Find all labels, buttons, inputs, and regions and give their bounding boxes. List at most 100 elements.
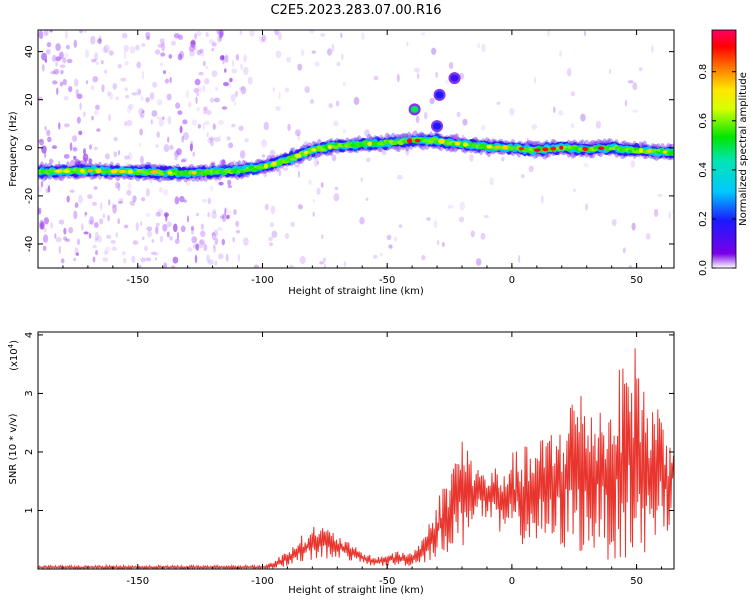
heatmap-speckle <box>221 55 225 60</box>
heatmap-speckle <box>118 197 124 203</box>
heatmap-speckle <box>163 262 167 268</box>
heatmap-speckle <box>131 92 138 96</box>
heatmap-speckle <box>447 205 454 209</box>
heatmap-speckle <box>380 252 383 257</box>
heatmap-speckle <box>421 254 426 261</box>
heatmap-speckle <box>58 245 61 254</box>
heatmap-speckle <box>200 230 206 238</box>
y-tick-label: 3 <box>24 390 35 396</box>
heatmap-speckle <box>165 213 168 222</box>
heatmap-speckle <box>275 50 282 58</box>
heatmap-speckle <box>181 159 186 163</box>
heatmap-speckle <box>44 227 47 233</box>
heatmap-speckle <box>100 60 104 65</box>
snr-series-line <box>38 348 674 569</box>
heatmap-speckle <box>54 233 57 239</box>
heatmap-peak <box>150 170 159 175</box>
heatmap-speckle <box>53 68 60 75</box>
heatmap-speckle <box>196 49 202 56</box>
heatmap-speckle <box>156 116 162 120</box>
heatmap-speckle <box>122 257 127 264</box>
heatmap-speckle <box>175 102 181 109</box>
heatmap-speckle <box>63 236 68 241</box>
heatmap-speckle <box>314 61 320 67</box>
heatmap-speckle <box>638 67 643 72</box>
heatmap-peak <box>80 169 85 173</box>
heatmap-speckle <box>234 90 238 98</box>
heatmap-speckle <box>159 38 165 45</box>
heatmap-speckle <box>190 39 196 48</box>
heatmap-speckle <box>127 182 132 190</box>
heatmap-speckle <box>77 238 80 246</box>
heatmap-speckle <box>319 261 325 265</box>
heatmap-speckle <box>94 52 99 61</box>
heatmap-speckle <box>209 97 215 103</box>
heatmap-speckle <box>123 45 130 52</box>
colorbar-ticks: 0.0 0.2 0.4 0.6 0.8 <box>698 64 736 276</box>
heatmap-speckle <box>179 195 185 203</box>
heatmap-speckle <box>73 210 78 220</box>
heatmap-peak <box>646 149 652 153</box>
heatmap-speckle <box>46 42 52 48</box>
heatmap-peak <box>662 150 668 154</box>
heatmap-speckle <box>229 77 233 83</box>
heatmap-speckle <box>628 265 632 268</box>
heatmap-speckle <box>177 53 183 61</box>
heatmap-speckle <box>168 54 173 59</box>
heatmap-speckle <box>196 212 199 217</box>
heatmap-speckle <box>132 240 139 245</box>
heatmap-speckle <box>107 214 110 222</box>
heatmap-speckle <box>92 76 99 83</box>
heatmap-speckle <box>42 245 47 251</box>
heatmap-speckle <box>152 81 158 88</box>
heatmap-speckle <box>282 167 288 171</box>
heatmap-speckle <box>224 68 227 73</box>
heatmap-speckle <box>187 247 193 252</box>
heatmap-speckle <box>366 157 371 163</box>
heatmap-speckle <box>110 240 116 244</box>
heatmap-speckle <box>221 238 225 246</box>
heatmap-speckle <box>159 235 164 243</box>
heatmap-speckle <box>323 263 327 268</box>
x-tick-label: 50 <box>630 275 643 286</box>
colorbar-tick-label: 0.6 <box>698 113 709 129</box>
heatmap-speckle <box>127 152 133 161</box>
heatmap-speckle <box>41 32 44 41</box>
snr-y-scale-note: (x104) <box>7 340 20 371</box>
heatmap-speckle <box>228 209 232 217</box>
heatmap-speckle <box>79 102 82 111</box>
heatmap-speckle <box>38 185 42 193</box>
heatmap-speckle <box>213 229 219 237</box>
heatmap-speckle <box>207 211 210 218</box>
y-tick-label: 0 <box>24 145 35 151</box>
heatmap-speckle <box>361 32 365 41</box>
heatmap-speckle <box>63 96 69 101</box>
heatmap-speckle <box>63 227 67 235</box>
heatmap-speckle <box>112 203 115 209</box>
heatmap-speckle <box>210 185 213 192</box>
heatmap-speckle <box>415 115 420 124</box>
heatmap-speckle <box>90 35 96 45</box>
heatmap-speckle <box>244 138 249 143</box>
heatmap-speckle <box>199 239 206 245</box>
heatmap-speckle <box>170 40 176 46</box>
heatmap-speckle <box>93 186 98 190</box>
heatmap-peak <box>127 169 134 174</box>
heatmap-speckle <box>296 165 301 170</box>
heatmap-peak <box>406 138 413 144</box>
heatmap-speckle <box>93 110 99 116</box>
heatmap-speckle <box>181 135 184 143</box>
heatmap-speckle <box>442 241 445 248</box>
heatmap-speckle <box>309 30 315 34</box>
heatmap-speckle <box>52 80 58 85</box>
heatmap-speckle <box>264 203 269 211</box>
heatmap-peak <box>191 170 197 175</box>
heatmap-speckle <box>217 227 223 231</box>
heatmap-speckle <box>483 214 489 219</box>
heatmap-speckle <box>632 82 638 91</box>
svg-text:(x104): (x104) <box>7 340 20 371</box>
heatmap-speckle <box>45 188 49 193</box>
heatmap-speckle <box>320 33 326 37</box>
heatmap-speckle <box>218 181 224 186</box>
heatmap-speckle <box>60 81 63 87</box>
